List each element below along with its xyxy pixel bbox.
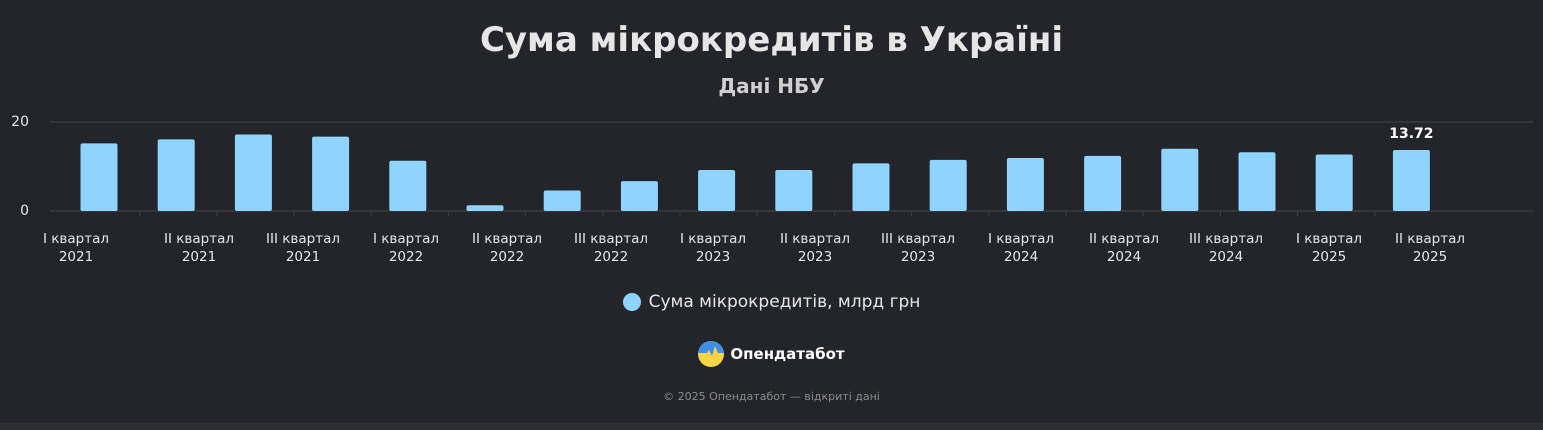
x-tick-label: III квартал: [1189, 231, 1263, 247]
bar: [1084, 155, 1122, 211]
x-tick-label: I квартал: [988, 231, 1054, 247]
x-tick-label-year: 2021: [59, 249, 93, 265]
bar: [234, 134, 272, 211]
bar: [1315, 154, 1353, 211]
bar: [1006, 158, 1044, 211]
legend-label: Сума мікрокредитів, млрд грн: [648, 292, 921, 312]
x-tick-label: II квартал: [1089, 231, 1159, 247]
x-tick-label: II квартал: [780, 231, 850, 247]
x-tick-label: II квартал: [472, 231, 542, 247]
x-tick-label-year: 2022: [389, 249, 423, 265]
bar: [466, 205, 504, 211]
x-tick-label: III квартал: [574, 231, 648, 247]
copyright: © 2025 Опендатабот — відкриті дані: [663, 390, 880, 403]
x-tick-label: III квартал: [881, 231, 955, 247]
bar: [80, 143, 118, 211]
y-tick-label: 20: [11, 114, 29, 130]
x-tick-label-year: 2023: [901, 249, 935, 265]
x-tick-label-year: 2023: [696, 249, 730, 265]
x-tick-label-year: 2022: [490, 249, 524, 265]
x-tick-label-year: 2023: [798, 249, 832, 265]
bottom-strip: [0, 423, 1543, 430]
opendatabot-logo-icon: [698, 341, 725, 367]
x-tick-label: II квартал: [1395, 231, 1465, 247]
legend-marker: [622, 293, 641, 311]
x-tick-label-year: 2024: [1004, 249, 1038, 265]
bar: [157, 139, 195, 211]
bar: [852, 163, 890, 211]
bar: [389, 160, 427, 211]
x-tick-label: I квартал: [43, 231, 109, 247]
x-tick-label: II квартал: [164, 231, 234, 247]
legend[interactable]: Сума мікрокредитів, млрд грн: [0, 292, 1543, 312]
bar: [1161, 148, 1199, 211]
x-tick-label-year: 2021: [182, 249, 216, 265]
x-tick-label: I квартал: [373, 231, 439, 247]
x-tick-label: III квартал: [266, 231, 340, 247]
x-tick-label-year: 2025: [1413, 249, 1447, 265]
bar: [698, 170, 736, 211]
bar: [1392, 149, 1430, 211]
bar: [775, 170, 813, 211]
bar-chart: 0 20 13.72 I квартал 2021 II квартал 2021 III к…: [11, 114, 1533, 265]
bar: [543, 190, 581, 211]
brand[interactable]: Опендатабот: [0, 341, 1543, 367]
data-label: 13.72: [1389, 126, 1433, 142]
bar: [620, 181, 658, 211]
x-tick-label-year: 2025: [1312, 249, 1346, 265]
x-tick-label: I квартал: [1296, 231, 1362, 247]
bar: [929, 159, 967, 211]
bar: [312, 136, 350, 211]
x-tick-label-year: 2021: [286, 249, 320, 265]
x-tick-label-year: 2024: [1107, 249, 1141, 265]
x-tick-label: I квартал: [680, 231, 746, 247]
y-tick-label: 0: [20, 203, 29, 219]
x-tick-label-year: 2022: [594, 249, 628, 265]
chart-title: Сума мікрокредитів в Україні: [479, 20, 1064, 60]
x-tick-label-year: 2024: [1209, 249, 1243, 265]
brand-name: Опендатабот: [730, 345, 845, 363]
bar: [1238, 152, 1276, 211]
chart-subtitle: Дані НБУ: [718, 74, 825, 98]
